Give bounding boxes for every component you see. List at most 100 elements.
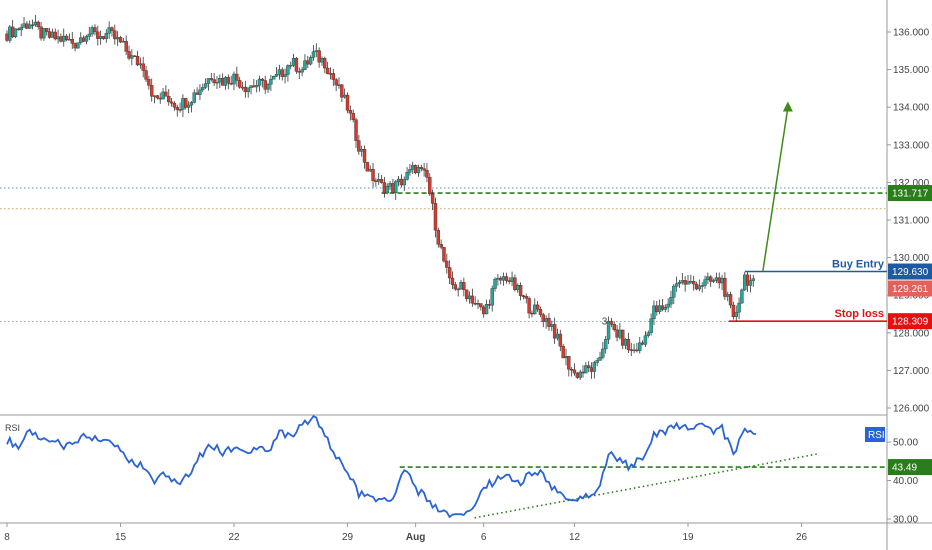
candle-body — [538, 308, 543, 315]
candle-body — [189, 102, 194, 106]
candle-body — [374, 180, 378, 182]
candle-body — [464, 289, 469, 300]
candle-body — [518, 285, 523, 296]
candle-body — [680, 280, 685, 283]
candle-body — [334, 79, 338, 86]
price-tick-label: 127.000 — [893, 366, 930, 377]
candle-body — [195, 92, 199, 95]
candle-body — [604, 339, 608, 350]
take-profit-tag — [888, 185, 932, 202]
candle-body — [493, 278, 497, 289]
candle-body — [303, 60, 307, 70]
candle-body — [462, 282, 466, 291]
candle-body — [598, 357, 602, 361]
candle-body — [657, 305, 662, 312]
candle-body — [198, 89, 202, 95]
buy-entry-label: Buy Entry — [832, 259, 885, 271]
candle-body — [70, 39, 74, 44]
time-tick-label: 29 — [342, 532, 354, 543]
candle-body — [649, 318, 653, 333]
candle-body — [731, 304, 736, 317]
candle-body — [677, 282, 682, 284]
candle-body — [487, 304, 492, 306]
candle-body — [272, 76, 276, 80]
candle-body — [748, 280, 753, 286]
candle-body — [317, 50, 321, 63]
rsi-level-tag — [888, 459, 932, 476]
candle-body — [308, 57, 313, 65]
candle-body — [578, 371, 582, 378]
candle-body — [550, 324, 554, 327]
candle-body — [62, 35, 66, 42]
candle-body — [286, 65, 290, 75]
candle-body — [595, 360, 599, 363]
candle-body — [521, 295, 526, 297]
candle-body — [249, 85, 253, 88]
candle-body — [354, 119, 358, 141]
candle-body — [646, 332, 650, 336]
candle-body — [110, 27, 114, 31]
candle-body — [674, 283, 679, 287]
candle-body — [101, 36, 106, 39]
candle-body — [150, 85, 154, 97]
candle-body — [28, 24, 32, 29]
candle-body — [47, 31, 52, 38]
candle-body — [555, 333, 560, 339]
candle-body — [564, 356, 568, 359]
candle-body — [507, 280, 511, 282]
candle-body — [121, 41, 126, 43]
last-price-tag-text: 129.261 — [892, 284, 929, 295]
candle-body — [737, 302, 741, 313]
candle-body — [527, 298, 531, 314]
candle-body — [229, 82, 233, 85]
candle-body — [320, 58, 324, 63]
candle-body — [365, 162, 370, 172]
candle-body — [433, 203, 438, 231]
candle-body — [50, 31, 55, 38]
candle-body — [280, 69, 284, 77]
candle-body — [25, 23, 29, 29]
candle-body — [743, 274, 747, 291]
candle-body — [169, 101, 174, 104]
candle-body — [547, 317, 551, 327]
candle-body — [113, 30, 117, 40]
candle-body — [623, 339, 628, 346]
candle-body — [379, 179, 384, 183]
candle-body — [516, 285, 520, 290]
candle-body — [206, 78, 211, 84]
candle-body — [300, 69, 304, 73]
candle-body — [345, 94, 350, 111]
candle-body — [127, 51, 131, 59]
candle-body — [291, 58, 296, 66]
candle-body — [237, 80, 242, 88]
candle-body — [84, 36, 89, 42]
price-tick-label: 133.000 — [893, 140, 930, 151]
candle-body — [669, 297, 673, 305]
candle-body — [118, 37, 123, 43]
candle-body — [93, 27, 97, 33]
candle-body — [513, 277, 517, 290]
candle-body — [212, 79, 216, 84]
candle-body — [544, 317, 548, 322]
candle-body — [152, 95, 157, 97]
time-tick-label: 26 — [796, 532, 808, 543]
buy-entry-tag — [888, 263, 932, 280]
candle-body — [385, 185, 389, 194]
candle-body — [552, 324, 557, 339]
candle-body — [45, 28, 49, 32]
candle-body — [306, 60, 310, 65]
candle-body — [569, 369, 574, 371]
candle-body — [720, 277, 724, 284]
candle-body — [740, 289, 744, 304]
candle-body — [64, 35, 69, 40]
candle-body — [442, 247, 446, 262]
candle-body — [589, 367, 594, 372]
candle-body — [161, 91, 165, 100]
time-tick-label: 15 — [115, 532, 127, 543]
candle-body — [73, 43, 77, 49]
candle-body — [689, 281, 693, 283]
candle-body — [422, 168, 426, 171]
candle-body — [357, 140, 361, 152]
candle-body — [42, 28, 46, 39]
